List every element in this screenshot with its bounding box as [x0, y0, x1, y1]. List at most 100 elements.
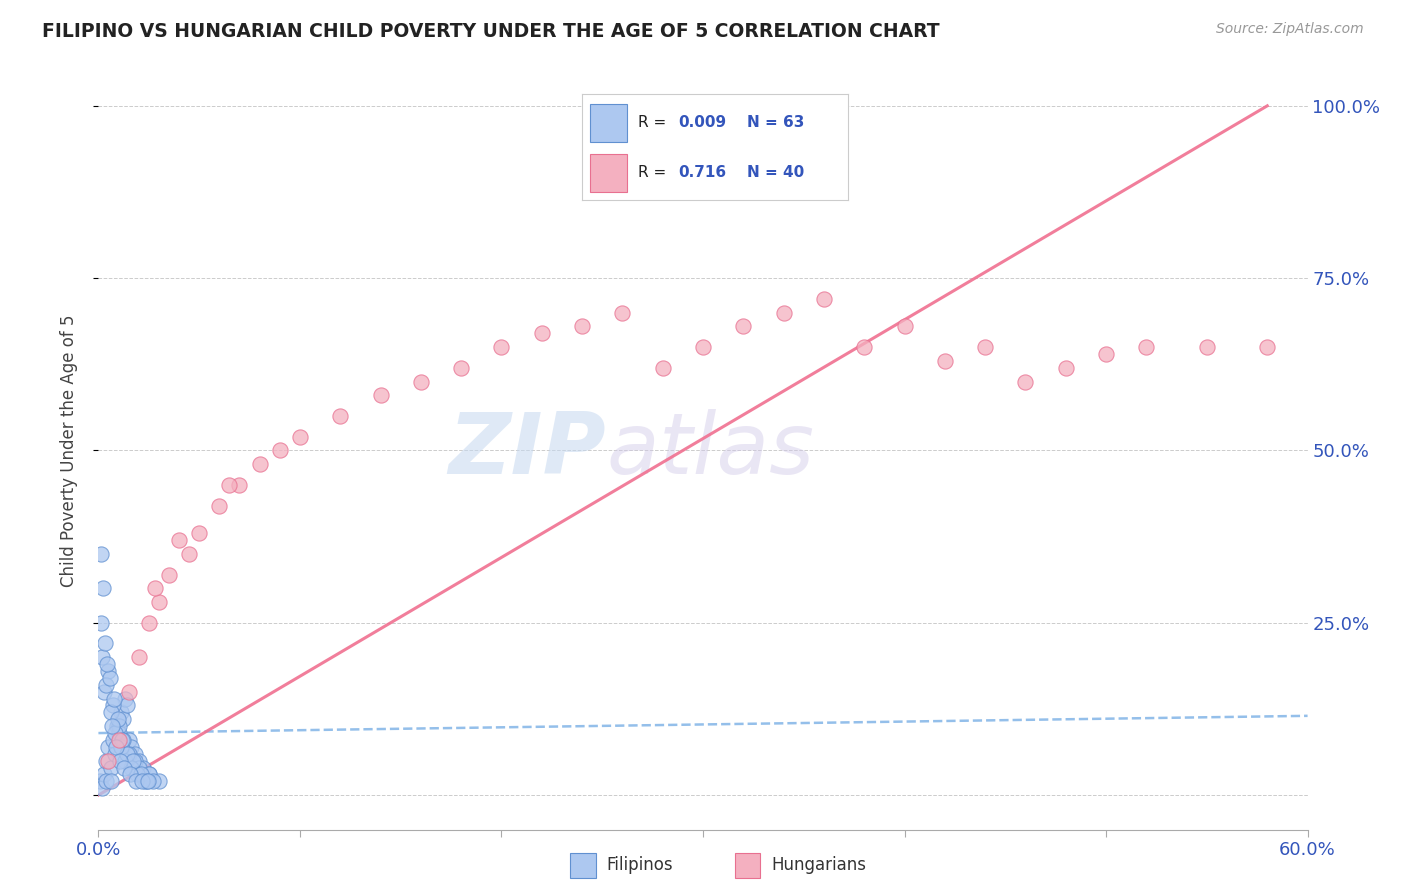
Point	[450, 360, 472, 375]
Point	[1095, 347, 1118, 361]
Point	[110, 733, 132, 747]
Point	[138, 767, 160, 781]
Point	[89, 774, 111, 789]
Point	[101, 733, 124, 747]
Point	[108, 754, 131, 768]
Point	[974, 340, 997, 354]
Point	[97, 664, 120, 678]
Point	[893, 319, 915, 334]
Text: ZIP: ZIP	[449, 409, 606, 492]
Point	[124, 747, 146, 761]
Point	[101, 698, 124, 713]
Point	[218, 478, 240, 492]
Point	[772, 305, 794, 319]
Point	[167, 533, 190, 547]
Point	[98, 671, 121, 685]
Point	[125, 774, 148, 789]
Point	[121, 754, 143, 768]
Point	[100, 719, 122, 733]
Point	[132, 760, 155, 774]
Point	[131, 774, 153, 789]
Point	[91, 650, 114, 665]
Point	[249, 457, 271, 471]
Point	[103, 691, 125, 706]
Point	[136, 774, 159, 789]
Point	[94, 774, 117, 789]
Point	[491, 340, 513, 354]
Point	[1195, 340, 1218, 354]
Point	[934, 354, 956, 368]
Point	[125, 767, 148, 781]
Point	[111, 712, 134, 726]
Point	[107, 733, 129, 747]
Point	[128, 760, 150, 774]
Point	[143, 582, 166, 596]
Text: FILIPINO VS HUNGARIAN CHILD POVERTY UNDER THE AGE OF 5 CORRELATION CHART: FILIPINO VS HUNGARIAN CHILD POVERTY UNDE…	[42, 22, 939, 41]
Point	[651, 360, 673, 375]
Point	[110, 706, 132, 720]
Point	[120, 739, 142, 754]
Point	[93, 684, 115, 698]
Point	[288, 430, 311, 444]
Point	[134, 774, 156, 789]
Point	[104, 739, 127, 754]
Point	[129, 767, 152, 781]
Point	[148, 774, 170, 789]
FancyBboxPatch shape	[571, 853, 596, 878]
Point	[118, 733, 141, 747]
Point	[138, 767, 160, 781]
Point	[97, 739, 120, 754]
Point	[94, 636, 117, 650]
Point	[118, 767, 141, 781]
Point	[142, 774, 165, 789]
Point	[96, 657, 118, 672]
Point	[115, 747, 138, 761]
Point	[114, 691, 136, 706]
Point	[692, 340, 714, 354]
Point	[93, 582, 115, 596]
Point	[853, 340, 876, 354]
Point	[110, 739, 132, 754]
Point	[118, 684, 141, 698]
Point	[124, 754, 146, 768]
Point	[157, 567, 180, 582]
Point	[107, 719, 129, 733]
Point	[208, 499, 231, 513]
Point	[103, 747, 125, 761]
Point	[107, 712, 129, 726]
Point	[370, 388, 392, 402]
Point	[188, 526, 211, 541]
Point	[91, 781, 114, 796]
Point	[1256, 340, 1278, 354]
Point	[409, 375, 432, 389]
Point	[120, 760, 142, 774]
Point	[530, 326, 553, 341]
Point	[103, 726, 125, 740]
Point	[813, 292, 835, 306]
Point	[112, 760, 135, 774]
Point	[135, 774, 157, 789]
Point	[228, 478, 250, 492]
Text: Filipinos: Filipinos	[607, 856, 673, 874]
Point	[1014, 375, 1036, 389]
Point	[138, 615, 160, 630]
Point	[612, 305, 634, 319]
Point	[93, 767, 115, 781]
Point	[100, 774, 122, 789]
Point	[105, 719, 128, 733]
Point	[128, 650, 150, 665]
Point	[115, 698, 138, 713]
Point	[90, 615, 112, 630]
Point	[571, 319, 593, 334]
Point	[96, 754, 118, 768]
Y-axis label: Child Poverty Under the Age of 5: Child Poverty Under the Age of 5	[59, 314, 77, 587]
Text: atlas: atlas	[606, 409, 814, 492]
Point	[118, 747, 141, 761]
Point	[90, 547, 112, 561]
FancyBboxPatch shape	[735, 853, 761, 878]
Point	[269, 443, 291, 458]
Text: Source: ZipAtlas.com: Source: ZipAtlas.com	[1216, 22, 1364, 37]
Point	[111, 733, 134, 747]
Point	[100, 706, 122, 720]
Point	[114, 754, 136, 768]
